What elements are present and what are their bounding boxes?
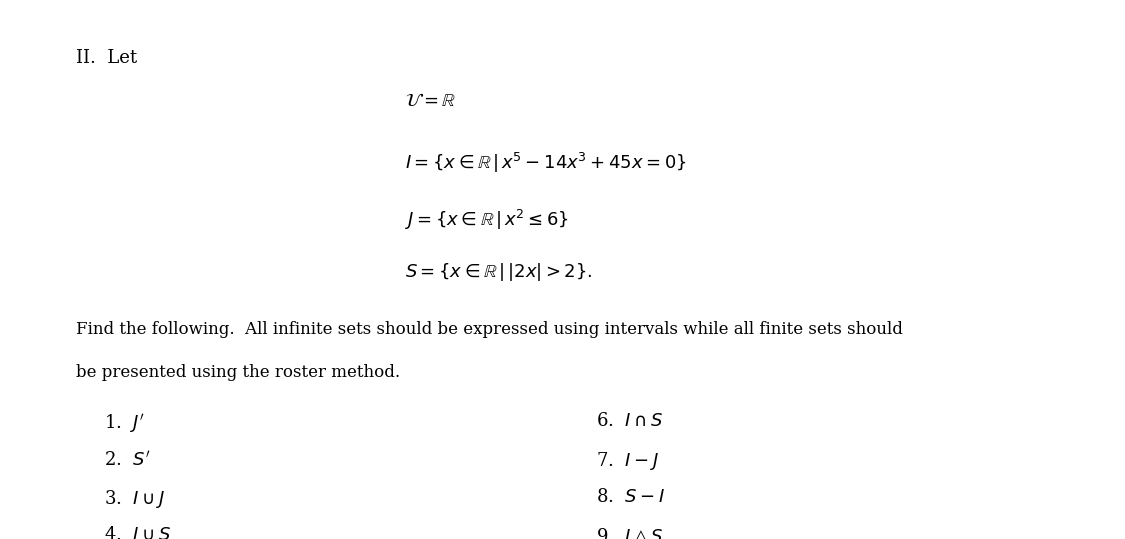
Text: $I = \{x \in \mathbb{R}\,|\,x^5 - 14x^3 + 45x = 0\}$: $I = \{x \in \mathbb{R}\,|\,x^5 - 14x^3 … [405, 151, 686, 175]
Text: $J = \{x \in \mathbb{R}\,|\,x^2 \leq 6\}$: $J = \{x \in \mathbb{R}\,|\,x^2 \leq 6\}… [405, 208, 569, 232]
Text: $\mathcal{U} = \mathbb{R}$: $\mathcal{U} = \mathbb{R}$ [405, 92, 456, 109]
Text: 9.  $I \triangle S$: 9. $I \triangle S$ [596, 526, 664, 539]
Text: 6.  $I \cap S$: 6. $I \cap S$ [596, 412, 664, 430]
Text: 7.  $I - J$: 7. $I - J$ [596, 450, 659, 472]
Text: Find the following.  All infinite sets should be expressed using intervals while: Find the following. All infinite sets sh… [76, 321, 903, 338]
Text: 3.  $I \cup J$: 3. $I \cup J$ [104, 488, 164, 510]
Text: 1.  $J'$: 1. $J'$ [104, 412, 144, 436]
Text: be presented using the roster method.: be presented using the roster method. [76, 364, 400, 381]
Text: 8.  $S - I$: 8. $S - I$ [596, 488, 665, 506]
Text: 2.  $S'$: 2. $S'$ [104, 450, 150, 469]
Text: $S = \{x \in \mathbb{R}\,|\,|2x| > 2\}.$: $S = \{x \in \mathbb{R}\,|\,|2x| > 2\}.$ [405, 261, 593, 284]
Text: II.  Let: II. Let [76, 49, 137, 66]
Text: 4.  $I \cup S$: 4. $I \cup S$ [104, 526, 171, 539]
